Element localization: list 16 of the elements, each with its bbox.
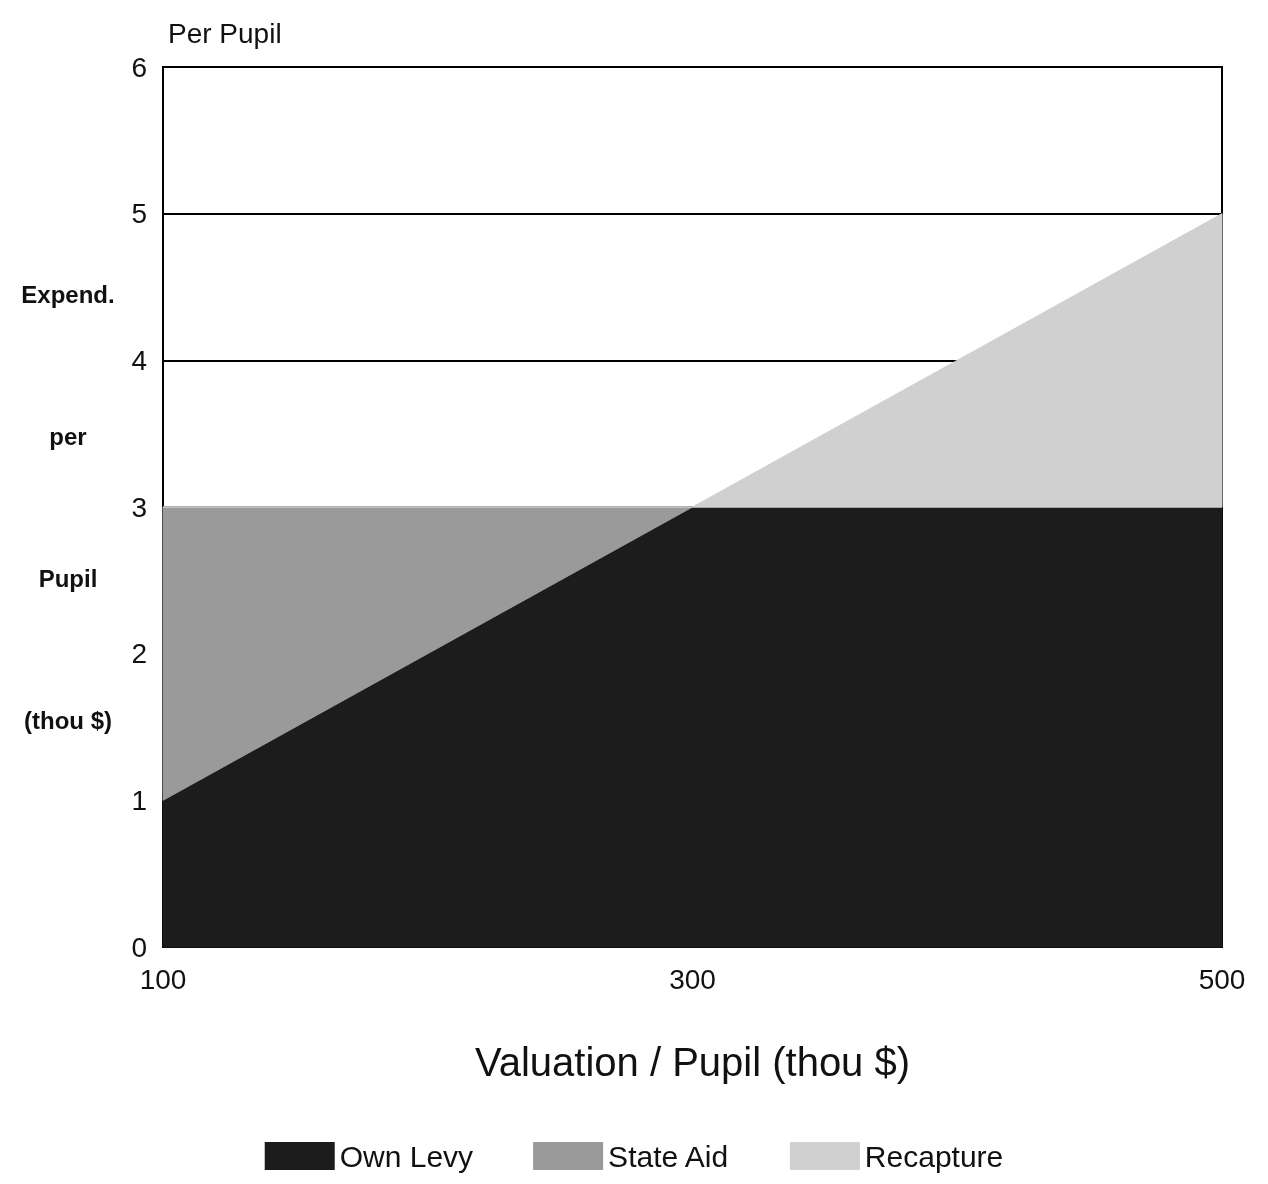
legend-label: Own Levy — [339, 1139, 474, 1173]
x-axis-title: Valuation / Pupil (thou $) — [474, 1040, 911, 1084]
y-tick-label: 3 — [131, 491, 147, 523]
x-tick-label: 500 — [1198, 963, 1246, 995]
y-tick-label: 0 — [131, 931, 147, 963]
y-tick-label: 5 — [131, 198, 147, 230]
y-tick-label: 2 — [131, 638, 147, 670]
legend-label: Recapture — [864, 1139, 1004, 1173]
chart-title: Per Pupil — [168, 17, 282, 49]
y-tick-label: 6 — [131, 51, 147, 83]
x-tick-label: 300 — [669, 963, 716, 995]
legend-label: State Aid — [608, 1139, 729, 1173]
y-tick-label: 1 — [131, 784, 147, 816]
text: Expend. per Pupil (thou $) — [21, 280, 115, 734]
y-tick-label: 4 — [131, 344, 147, 376]
x-tick-label: 100 — [139, 963, 187, 995]
